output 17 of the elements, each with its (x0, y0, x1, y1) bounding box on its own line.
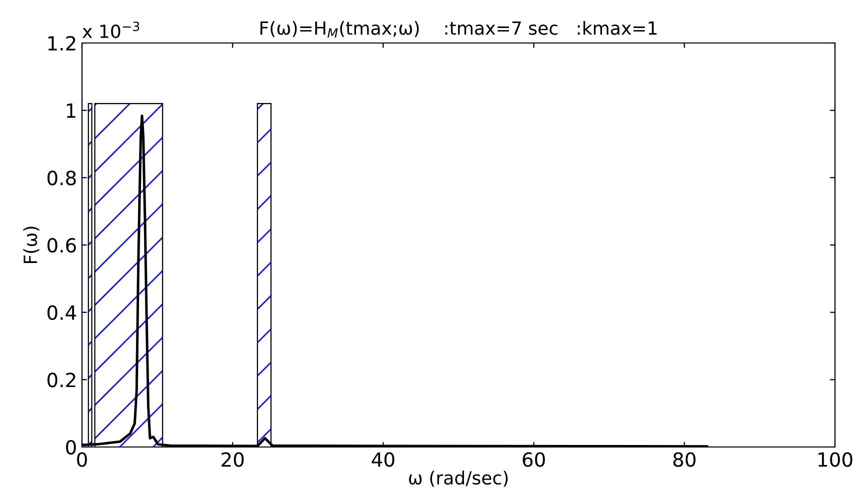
text: x 10$^{−3}$ (82, 22, 140, 38)
y-tick-label: 0.2 (48, 372, 76, 388)
chart-title: F(ω)=H$_{M}$(tmax;ω) :tmax=7 sec :kmax=1 (260, 20, 657, 38)
x-tick-label: 80 (673, 452, 696, 467)
y-axis-title: F(ω) (23, 226, 40, 264)
x-tick-label: 0 (77, 452, 87, 467)
y-tick-label: 1 (66, 104, 76, 118)
y-tick-label: 0.4 (48, 305, 76, 320)
x-tick-label: 40 (372, 452, 394, 467)
x-axis-title: ω (rad/sec) (408, 470, 508, 487)
y-tick-label: 0.6 (48, 238, 76, 253)
y-tick-label: 1.2 (48, 36, 76, 50)
y-tick-label: 0 (66, 440, 76, 455)
x-tick-label: 20 (222, 452, 244, 467)
x-tick-label: 100 (818, 452, 852, 467)
y-tick-label: 0.8 (48, 170, 76, 186)
x-tick-label: 60 (522, 452, 545, 467)
